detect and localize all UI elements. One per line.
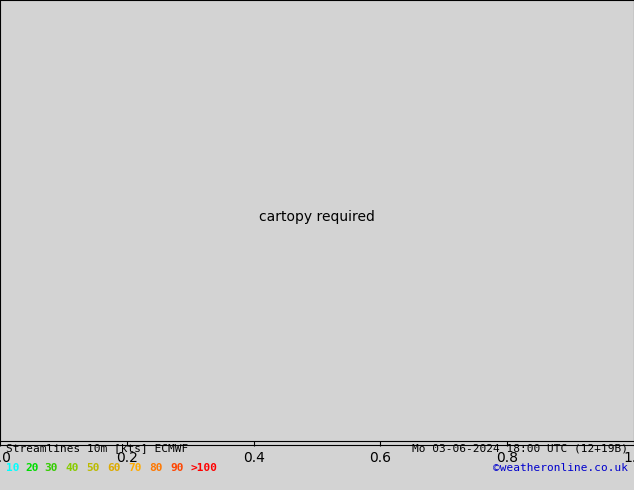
Text: 10: 10: [6, 463, 20, 473]
Text: Streamlines 10m [kts] ECMWF: Streamlines 10m [kts] ECMWF: [6, 443, 188, 453]
Text: 20: 20: [25, 463, 39, 473]
Text: 60: 60: [107, 463, 120, 473]
Text: 30: 30: [44, 463, 58, 473]
Text: >100: >100: [191, 463, 218, 473]
Text: ©weatheronline.co.uk: ©weatheronline.co.uk: [493, 463, 628, 473]
Text: 90: 90: [170, 463, 183, 473]
Text: Mo 03-06-2024 18:00 UTC (12+19B): Mo 03-06-2024 18:00 UTC (12+19B): [411, 443, 628, 453]
Text: cartopy required: cartopy required: [259, 210, 375, 223]
Text: 80: 80: [149, 463, 162, 473]
Text: 40: 40: [65, 463, 79, 473]
Text: 70: 70: [128, 463, 141, 473]
Text: 50: 50: [86, 463, 100, 473]
